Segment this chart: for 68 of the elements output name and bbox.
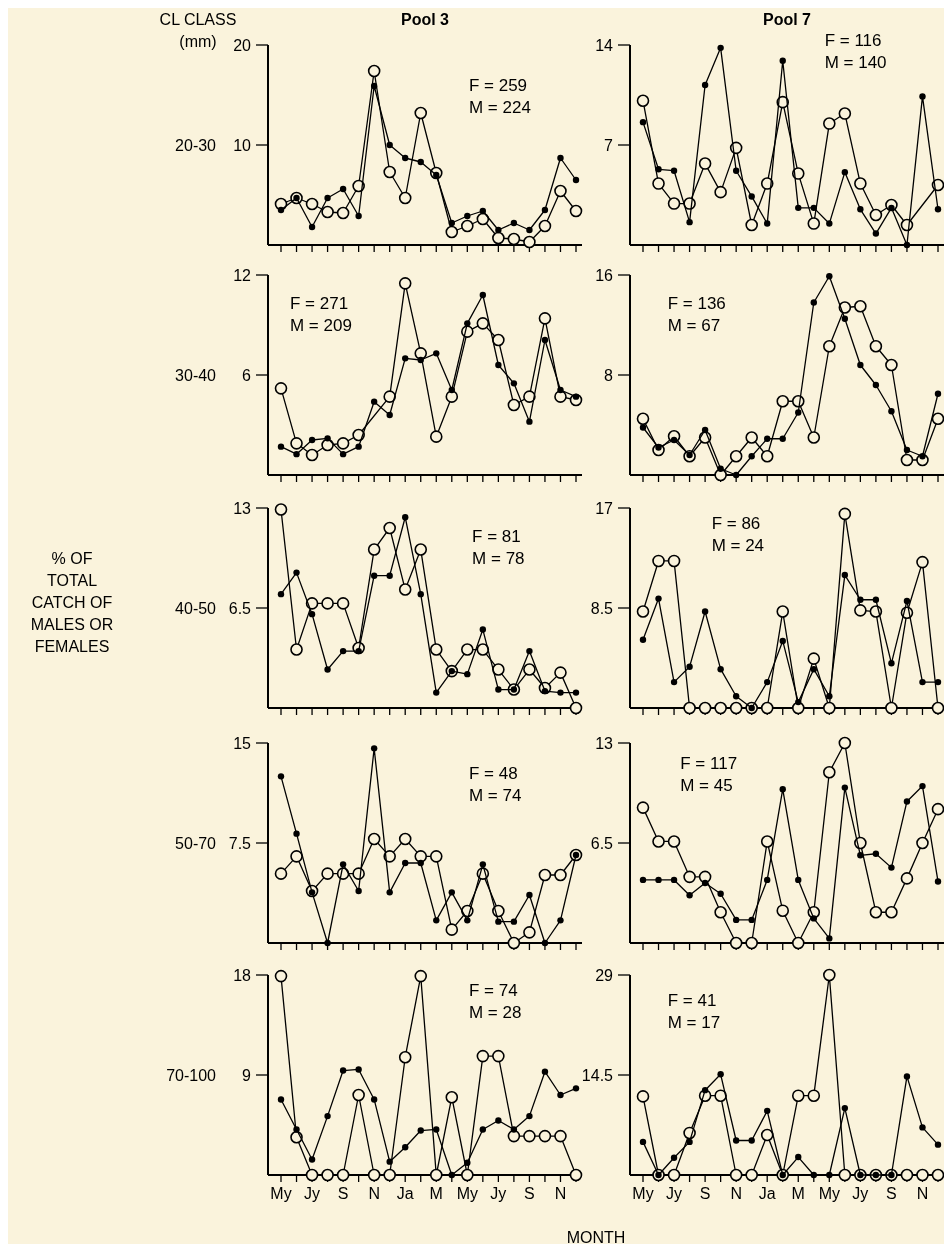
x-tick-label: S [524,1185,535,1202]
y-tick-label: 6 [242,366,252,384]
y-tick-label: 6.5 [228,599,252,617]
annotation: M = 17 [667,1013,721,1032]
annotation: F = 74 [468,981,518,1000]
x-tick-label: Ja [758,1185,776,1202]
y-axis-title: 50-70 [175,834,217,852]
x-tick-label: N [554,1185,567,1202]
annotation: M = 209 [289,316,352,335]
y-tick-label: 10 [233,136,252,154]
y-tick-label: 17 [595,499,614,517]
x-tick-label: My [270,1185,292,1202]
y-tick-label: 7.5 [228,834,252,852]
x-tick-label: M [429,1185,443,1202]
x-tick-label: My [632,1185,654,1202]
y-tick-label: 16 [595,266,614,284]
y-tick-label: 13 [233,499,252,517]
annotation: F = 271 [289,294,349,313]
annotation: M = 45 [680,776,733,795]
text: % OF TOTAL CATCH OF MALES OR FEMALES [30,550,114,655]
y-axis-title: 40-50 [175,599,217,617]
annotation: M = 140 [824,53,887,72]
annotation: M = 78 [472,549,525,568]
x-tick-label: My [818,1185,840,1202]
annotation: F = 259 [468,76,528,95]
annotation: M = 28 [468,1003,522,1022]
y-tick-label: 14 [595,36,614,54]
y-tick-label: 18 [233,966,252,984]
y-axis-title: 30-40 [175,366,217,384]
x-tick-label: M [791,1185,805,1202]
x-tick-label: Jy [666,1185,683,1202]
y-tick-label: 13 [595,734,614,752]
x-tick-label: Jy [852,1185,869,1202]
annotation: M = 24 [711,536,765,555]
annotation: F = 41 [667,991,717,1010]
y-tick-label: 8.5 [590,599,614,617]
annotation: M = 67 [667,316,721,335]
x-axis-title: MONTH [566,1229,626,1246]
y-tick-label: 6.5 [590,834,614,852]
y-axis-title: 70-100 [166,1066,217,1084]
x-tick-label: S [699,1185,711,1202]
annotation: F = 86 [711,514,761,533]
y-tick-label: 14.5 [581,1066,614,1084]
x-tick-label: S [886,1185,897,1202]
x-tick-label: S [337,1185,349,1202]
y-tick-label: 29 [595,966,614,984]
x-tick-label: My [456,1185,478,1202]
annotation: F = 116 [824,31,882,50]
chart-title: Pool 3 [400,11,450,28]
annotation: F = 48 [468,764,518,783]
annotation: M = 74 [468,786,522,805]
y-tick-label: 15 [233,734,252,752]
x-tick-label: Ja [396,1185,414,1202]
x-tick-label: Jy [304,1185,321,1202]
annotation: F = 117 [680,754,738,773]
x-tick-label: N [730,1185,742,1202]
annotation: M = 224 [468,98,531,117]
y-tick-label: 7 [604,136,614,154]
annotation: F = 81 [472,527,521,546]
y-tick-label: 9 [242,1066,252,1084]
x-tick-label: N [368,1185,380,1202]
y-axis-title: 20-30 [175,136,217,154]
annotation: F = 136 [667,294,726,313]
y-tick-label: 8 [604,366,614,384]
x-tick-label: N [916,1185,929,1202]
x-tick-label: Jy [490,1185,507,1202]
y-tick-label: 12 [233,266,252,284]
chart-title: Pool 7 [762,11,812,28]
